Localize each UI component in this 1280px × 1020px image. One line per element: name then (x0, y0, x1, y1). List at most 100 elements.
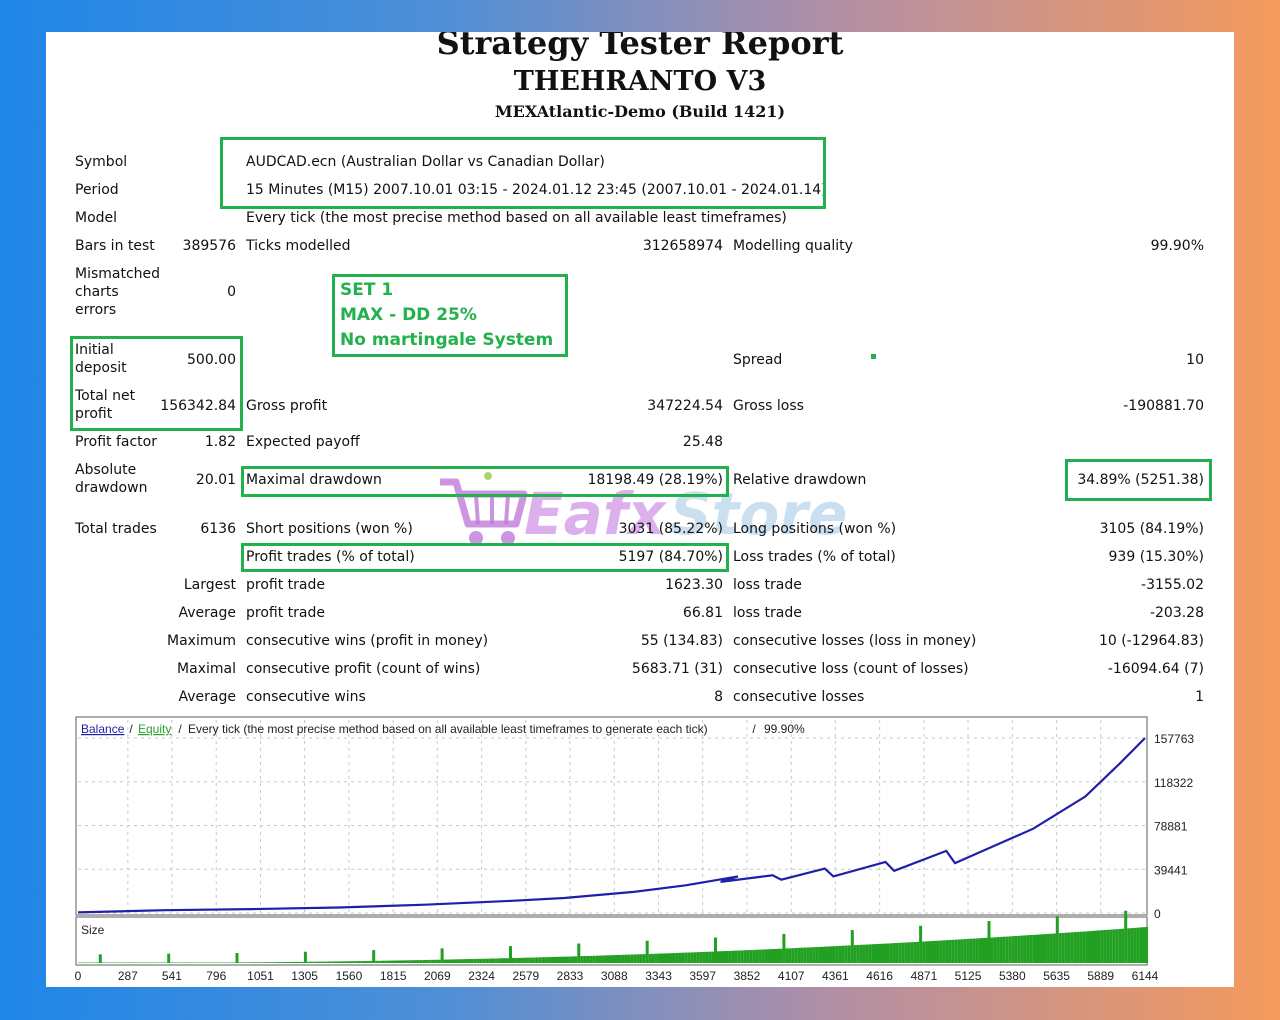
avg-consec-losses-label: consecutive losses (733, 689, 865, 705)
size-bar (1109, 929, 1113, 963)
size-bar (297, 961, 301, 963)
bars-value: 389576 (182, 238, 236, 254)
highlight-maximal-dd (241, 466, 729, 497)
size-bar (987, 921, 991, 963)
size-bar (1017, 935, 1021, 963)
average-label: Average (178, 605, 237, 621)
net-profit-value: 156342.84 (160, 398, 236, 414)
size-bar (188, 962, 191, 963)
size-bar (1008, 936, 1012, 963)
size-bar (1005, 936, 1009, 963)
size-bar (877, 943, 881, 963)
size-bar (152, 962, 156, 963)
size-bar (366, 961, 370, 963)
size-bar (125, 962, 129, 963)
size-bar (1058, 933, 1062, 963)
size-bar (193, 962, 197, 963)
size-bar (348, 961, 352, 963)
size-bar (1029, 935, 1033, 963)
x-tick-label: 6144 (1132, 969, 1159, 983)
size-bar (315, 961, 319, 963)
size-bar (229, 962, 233, 963)
x-tick-label: 2324 (468, 969, 495, 983)
size-bar (538, 957, 542, 963)
size-bar (535, 957, 539, 963)
size-bar (517, 957, 521, 963)
x-tick-label: 3597 (689, 969, 716, 983)
size-bar (1020, 935, 1024, 963)
size-bar (984, 937, 988, 963)
size-bar (1127, 928, 1131, 963)
size-bar (199, 962, 203, 963)
size-bar (220, 962, 224, 963)
size-bar (936, 940, 940, 963)
size-bar (271, 962, 275, 963)
size-bar (500, 958, 503, 963)
green-dot (871, 354, 876, 359)
size-bar (306, 961, 310, 963)
server-build: MEXAtlantic-Demo (Build 1421) (494, 102, 786, 121)
chart-frame (75, 716, 1148, 916)
size-bar (259, 962, 263, 963)
size-bar (651, 953, 655, 963)
size-bar (1103, 930, 1107, 963)
size-bar (431, 959, 435, 963)
deposit-label-2: deposit (75, 360, 127, 376)
legend-sep-3: / (749, 722, 759, 736)
deposit-label-1: Initial (75, 342, 114, 358)
size-bar (182, 962, 185, 963)
highlight-deposit-profit (70, 336, 243, 431)
annotation-no-martingale: No martingale System (340, 330, 554, 350)
size-bar (963, 939, 967, 963)
size-bar (488, 958, 492, 963)
size-bar (639, 954, 643, 963)
maximal-dd-label: Maximal drawdown (246, 472, 382, 488)
size-bar (140, 962, 144, 963)
expected-payoff-value: 25.48 (682, 434, 723, 450)
size-bar (526, 957, 530, 963)
size-bar (571, 956, 575, 963)
size-bar (167, 953, 171, 963)
size-bar (158, 962, 162, 963)
size-bar (479, 958, 483, 963)
size-bar (532, 957, 536, 963)
period-label: Period (75, 182, 119, 198)
quality-label: Modelling quality (733, 238, 853, 254)
mismatch-label-1: Mismatched (75, 266, 161, 282)
size-bar (746, 950, 750, 963)
size-bar (907, 942, 911, 963)
annotation-set: SET 1 (340, 280, 394, 300)
average-profit-value: 66.81 (682, 605, 723, 621)
size-bar (764, 949, 768, 963)
size-bar (815, 947, 819, 963)
size-bar (520, 957, 524, 963)
absolute-dd-value: 20.01 (195, 472, 236, 488)
size-bar (993, 937, 997, 963)
size-bar (428, 959, 432, 963)
largest-label: Largest (183, 577, 236, 593)
symbol-value: AUDCAD.ecn (Australian Dollar vs Canadia… (246, 154, 605, 170)
size-bar (333, 961, 337, 963)
size-bar (788, 948, 792, 963)
size-bar (119, 962, 123, 963)
ticks-label: Ticks modelled (246, 238, 351, 254)
size-bar (541, 957, 545, 963)
size-bar (1049, 933, 1053, 963)
size-bar (743, 950, 747, 963)
size-bar (494, 958, 498, 963)
legend-sep-1: / (126, 722, 136, 736)
size-bar (931, 941, 934, 963)
size-bar (975, 938, 979, 963)
size-bar (393, 960, 396, 963)
size-bar (321, 961, 325, 963)
size-bar (613, 955, 616, 963)
size-bar (654, 953, 658, 963)
size-bar (960, 939, 964, 963)
size-bar (934, 940, 937, 963)
size-bar (880, 943, 884, 963)
size-bar (592, 955, 596, 963)
size-bar (589, 955, 593, 963)
largest-loss-label: loss trade (733, 577, 802, 593)
size-bar (449, 959, 453, 963)
size-bar (342, 961, 346, 963)
